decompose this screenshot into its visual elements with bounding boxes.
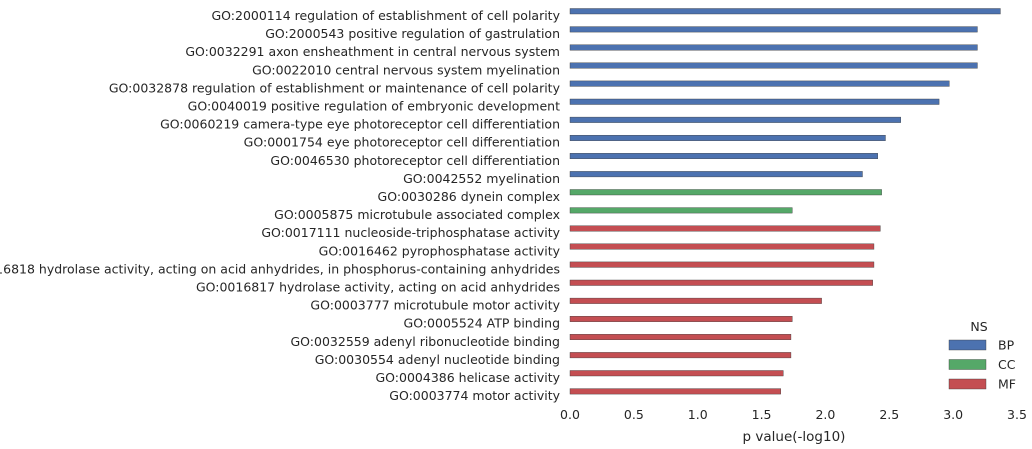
category-label: GO:0003774 motor activity xyxy=(389,388,560,403)
bar-bp xyxy=(569,80,950,87)
x-tick-label: 2.0 xyxy=(815,407,835,422)
category-label: GO:0004386 helicase activity xyxy=(375,370,560,385)
bar-bp xyxy=(569,26,978,33)
bar-bp xyxy=(569,153,878,160)
bars-layer xyxy=(569,8,1001,395)
category-label: GO:0003777 microtubule motor activity xyxy=(310,298,560,313)
bar-mf xyxy=(569,297,822,304)
bar-mf xyxy=(569,334,792,340)
category-label: GO:0046530 photoreceptor cell differenti… xyxy=(270,153,560,168)
bar-mf xyxy=(569,316,793,322)
bar-mf xyxy=(569,225,881,232)
legend-label-bp: BP xyxy=(998,338,1015,353)
bar-mf xyxy=(569,279,873,286)
category-label: GO:2000543 positive regulation of gastru… xyxy=(265,26,560,41)
category-label: GO:0032291 axon ensheathment in central … xyxy=(185,44,560,59)
x-tick-label: 3.0 xyxy=(943,407,963,422)
bar-bp xyxy=(569,98,940,105)
category-label: GO:0040019 positive regulation of embryo… xyxy=(188,99,560,114)
legend-title: NS xyxy=(970,319,987,334)
category-label: GO:0022010 central nervous system myelin… xyxy=(252,62,560,77)
bar-cc xyxy=(569,207,793,214)
category-label: GO:0016818 hydrolase activity, acting on… xyxy=(0,261,560,276)
legend-label-cc: CC xyxy=(998,357,1016,372)
x-tick-label: 0.0 xyxy=(560,407,580,422)
category-label: GO:0030286 dynein complex xyxy=(378,189,560,204)
bar-bp xyxy=(569,116,901,123)
category-label: GO:0042552 myelination xyxy=(403,171,560,186)
category-label: GO:0032878 regulation of establishment o… xyxy=(109,80,561,95)
bar-bp xyxy=(569,44,978,51)
category-label: GO:0060219 camera-type eye photoreceptor… xyxy=(160,117,560,132)
x-tick-label: 0.5 xyxy=(624,407,644,422)
legend: NS BP CC MF xyxy=(948,319,1016,392)
bar-bp xyxy=(569,134,886,141)
legend-swatch-mf xyxy=(948,378,987,390)
bar-mf xyxy=(569,388,781,395)
category-label: GO:0032559 adenyl ribonucleotide binding xyxy=(290,334,560,349)
bar-mf xyxy=(569,243,875,250)
bar-mf xyxy=(569,261,875,268)
bar-bp xyxy=(569,62,978,69)
x-tick-label: 1.5 xyxy=(752,407,772,422)
bar-cc xyxy=(569,189,882,196)
x-axis-ticks: 0.0 0.5 1.0 1.5 2.0 2.5 3.0 3.5 xyxy=(560,407,1027,422)
bar-mf xyxy=(569,370,784,377)
x-axis-label: p value(-log10) xyxy=(743,429,846,445)
bar-bp xyxy=(569,8,1001,15)
x-tick-label: 1.0 xyxy=(688,407,708,422)
category-labels: GO:2000114 regulation of establishment o… xyxy=(0,8,561,403)
legend-swatch-bp xyxy=(948,339,987,351)
legend-label-mf: MF xyxy=(998,377,1016,392)
bar-mf xyxy=(569,352,792,359)
bar-bp xyxy=(569,171,863,178)
x-tick-label: 3.5 xyxy=(1007,407,1027,422)
x-tick-label: 2.5 xyxy=(879,407,899,422)
category-label: GO:0016462 pyrophosphatase activity xyxy=(319,243,561,258)
category-label: GO:0030554 adenyl nucleotide binding xyxy=(315,352,560,367)
category-label: GO:0017111 nucleoside-triphosphatase act… xyxy=(261,225,560,240)
category-label: GO:0001754 eye photoreceptor cell differ… xyxy=(244,135,560,150)
legend-swatch-cc xyxy=(948,359,987,370)
category-label: GO:0005875 microtubule associated comple… xyxy=(274,207,560,222)
category-label: GO:2000114 regulation of establishment o… xyxy=(211,8,560,23)
category-label: GO:0005524 ATP binding xyxy=(404,316,560,331)
category-label: GO:0016817 hydrolase activity, acting on… xyxy=(196,280,560,295)
